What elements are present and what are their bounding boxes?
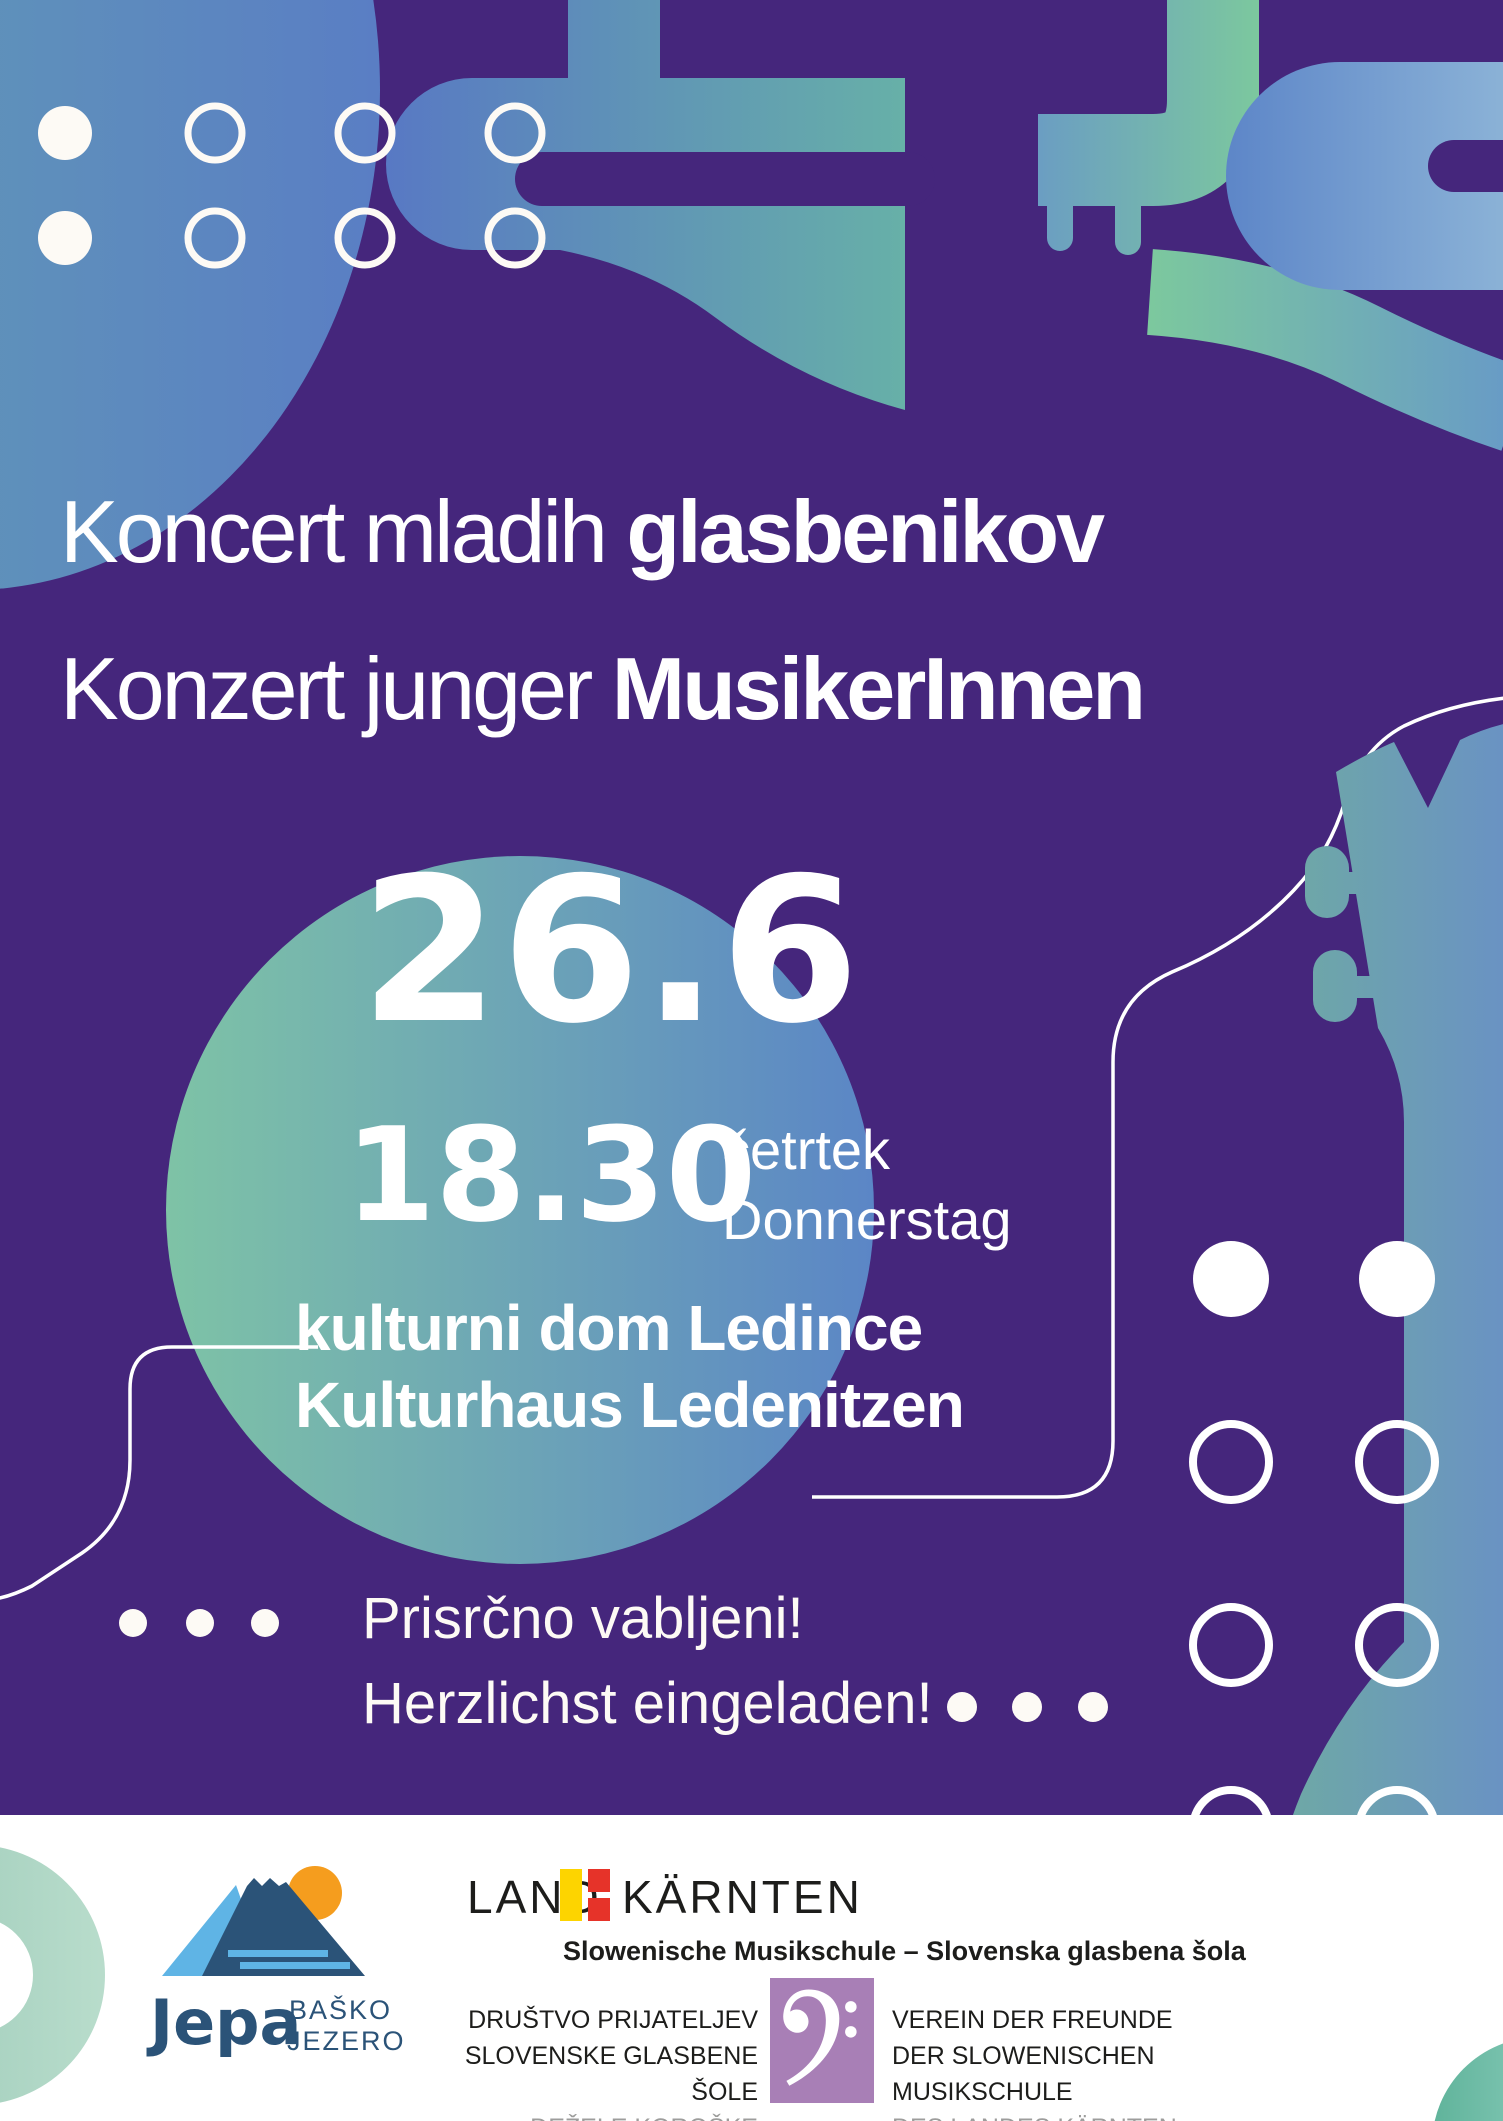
thin-line-left [0, 1345, 318, 1600]
dot-row-right [947, 1692, 1108, 1722]
trombone-right-icon [1038, 0, 1503, 451]
footer-decorations [0, 1847, 1503, 2121]
footer-corner-shape [1434, 2043, 1503, 2121]
jepa-subtitle-1: BAŠKO [289, 1995, 393, 2025]
drustvo-line2: SLOVENSKE GLASBENE ŠOLE [464, 2042, 758, 2106]
jepa-subtitle-2: JEZERO [287, 2026, 406, 2056]
verein-text-block: VEREIN DER FREUNDE DER SLOWENISCHEN MUSI… [892, 2002, 1322, 2121]
drustvo-text-block: DRUŠTVO PRIJATELJEV SLOVENSKE GLASBENE Š… [420, 2002, 758, 2121]
venue-german: Kulturhaus Ledenitzen [295, 1369, 965, 1441]
corner-blob-shape [0, 0, 380, 589]
drustvo-line1: DRUŠTVO PRIJATELJEV [468, 2006, 758, 2034]
title-line2-bold: MusikerInnen [611, 639, 1146, 738]
verein-line2: DER SLOWENISCHEN MUSIKSCHULE [892, 2042, 1155, 2106]
verein-line1: VEREIN DER FREUNDE [892, 2006, 1173, 2034]
footer-donut-shape [0, 1847, 105, 2103]
kaernten-flag-red-bottom-icon [588, 1898, 610, 1921]
jepa-logo-name: Jepa [150, 1986, 302, 2059]
invitation-slovenian: Prisrčno vabljeni! [362, 1586, 804, 1651]
dots-grid [38, 102, 546, 269]
thin-line-right [812, 696, 1503, 1499]
title-line-2: Konzert junger MusikerInnen [60, 645, 1146, 733]
event-day-slovenian: četrtek [722, 1118, 891, 1181]
event-time: 18.30 [345, 1099, 757, 1251]
invitation-german: Herzlichst eingeladen! [362, 1671, 933, 1736]
title-line2-regular: Konzert junger [60, 639, 612, 738]
kaernten-flag-red-top-icon [588, 1869, 610, 1892]
kaernten-flag-yellow-icon [560, 1869, 582, 1921]
dot-row-left [119, 1609, 279, 1637]
date-circle-shape [166, 856, 874, 1564]
drustvo-line3: DEŽELE KOROŠKE [420, 2110, 758, 2121]
title-line1-regular: Koncert mladih [60, 482, 627, 581]
verein-line3: DES LANDES KÄRNTEN [892, 2110, 1322, 2121]
guitar-icon [1250, 724, 1503, 2121]
venue-slovenian: kulturni dom Ledince [295, 1292, 923, 1364]
title-line1-bold: glasbenikov [626, 482, 1105, 581]
jepa-mountain-logo-icon [162, 1866, 365, 1976]
bass-clef-icon [783, 1989, 857, 2086]
land-kaernten-word2: KÄRNTEN [622, 1871, 863, 1923]
event-day-german: Donnerstag [722, 1188, 1012, 1251]
title-line-1: Koncert mladih glasbenikov [60, 488, 1105, 576]
bass-clef-box [770, 1978, 874, 2103]
trombone-left-icon [386, 0, 935, 410]
right-circles-grid [1189, 1241, 1439, 1870]
event-date: 26.6 [360, 835, 862, 1068]
corner-capsule-shape [1226, 62, 1503, 290]
musikschule-subtitle: Slowenische Musikschule – Slovenska glas… [563, 1936, 1246, 1966]
